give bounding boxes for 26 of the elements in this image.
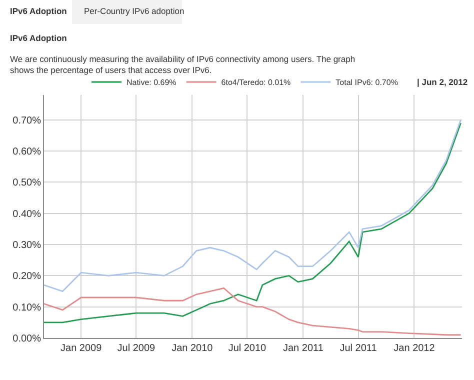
y-tick-label: 0.00% [12, 334, 42, 344]
x-tick-label: Jul 2010 [228, 343, 267, 354]
x-tick-label: Jan 2012 [394, 343, 436, 354]
line-series [44, 119, 462, 292]
x-tick-label: Jan 2009 [60, 343, 102, 354]
y-tick-label: 0.20% [12, 271, 42, 282]
y-tick-label: 0.50% [12, 178, 42, 189]
y-tick-label: 0.30% [12, 240, 42, 252]
y-tick-label: 0.70% [12, 115, 42, 126]
text: Per-Country IPv6 adoption [84, 6, 184, 16]
x-tick-label: Jul 2011 [340, 343, 378, 354]
y-tick-label: 0.40% [12, 208, 42, 220]
chart-subtitle: We are continuously measuring the availability of IPv6 connectivity among users. The graph shows the percentage of users that access over IPv6. [10, 54, 356, 76]
x-tick-label: Jul 2009 [117, 343, 156, 354]
line-series [44, 122, 462, 324]
chart-title: IPv6 Adoption [10, 33, 67, 43]
line-series [44, 287, 462, 336]
legend-label: Native: 0.69% [126, 78, 176, 88]
y-tick-label: 0.10% [12, 302, 42, 314]
legend-label: 6to4/Teredo: 0.01% [221, 78, 291, 88]
legend-label: Total IPv6: 0.70% [336, 78, 398, 88]
y-tick-label: 0.60% [12, 146, 42, 158]
x-tick-label: Jan 2010 [172, 343, 214, 354]
text: IPv6 Adoption [10, 6, 67, 16]
text: | Jun 2, 2012 [417, 77, 468, 87]
x-tick-label: Jan 2011 [282, 343, 324, 354]
